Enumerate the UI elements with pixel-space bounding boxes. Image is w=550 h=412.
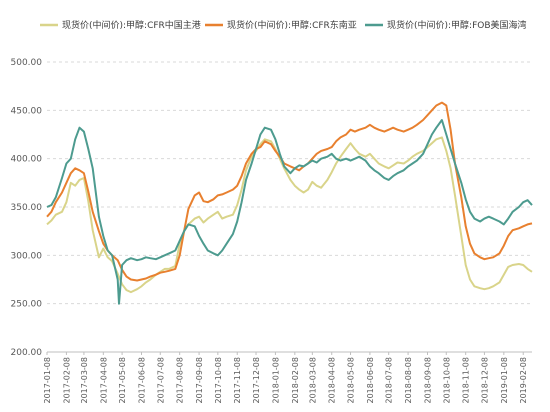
legend-label-3: 现货价(中间价):甲醇:FOB美国海湾 <box>387 19 527 31</box>
y-tick-label: 350.00 <box>11 203 43 213</box>
legend-label-2: 现货价(中间价):甲醇:CFR东南亚 <box>227 19 357 31</box>
x-tick-label: 2017-07-08 <box>156 357 165 404</box>
y-tick-labels: 200.00 250.00 300.00 350.00 400.00 450.00 500.… <box>11 58 43 358</box>
series-line-3 <box>46 119 533 305</box>
x-tick-label: 2017-01-08 <box>43 357 52 404</box>
y-tick-label: 300.00 <box>11 251 43 261</box>
y-tick-label: 200.00 <box>11 348 43 358</box>
x-tick-label: 2017-10-08 <box>214 357 223 404</box>
legend: 现货价(中间价):甲醇:CFR中国主港 现货价(中间价):甲醇:CFR东南亚 现货价… <box>40 19 527 31</box>
x-tick-label: 2018-02-08 <box>291 357 300 404</box>
x-tick-label: 2018-07-08 <box>385 357 394 404</box>
x-tick-label: 2017-03-08 <box>80 357 89 404</box>
x-tick-label: 2018-10-08 <box>442 357 451 404</box>
x-tick-label: 2018-09-08 <box>423 357 432 404</box>
x-tick-label: 2017-09-08 <box>195 357 204 404</box>
x-tick-label: 2018-04-08 <box>328 357 337 404</box>
x-tick-label: 2019-01-08 <box>500 357 509 404</box>
series-lines <box>46 101 533 305</box>
x-tick-label: 2018-03-08 <box>308 357 317 404</box>
x-tick-label: 2018-12-08 <box>480 357 489 404</box>
x-tick-label: 2018-05-08 <box>347 357 356 404</box>
x-tick-label: 2018-01-08 <box>271 357 280 404</box>
y-tick-label: 400.00 <box>11 155 43 165</box>
y-gridlines <box>47 61 532 305</box>
legend-label-1: 现货价(中间价):甲醇:CFR中国主港 <box>62 19 201 31</box>
x-tick-label: 2017-11-08 <box>233 357 242 404</box>
y-tick-label: 500.00 <box>11 58 43 68</box>
x-tick-label: 2017-02-08 <box>62 357 71 404</box>
x-tick-label: 2018-08-08 <box>404 357 413 404</box>
x-tick-label: 2017-12-08 <box>252 357 261 404</box>
x-tick-label: 2018-06-08 <box>366 357 375 404</box>
series-line-2 <box>46 101 533 282</box>
x-tick-label: 2018-11-08 <box>462 357 471 404</box>
x-tick-labels: 2017-01-08 2017-02-08 2017-03-08 2017-04-08… <box>43 352 528 404</box>
x-tick-label: 2019-02-08 <box>519 357 528 404</box>
x-tick-label: 2017-04-08 <box>99 357 108 404</box>
y-tick-label: 250.00 <box>11 300 43 310</box>
x-tick-label: 2017-08-08 <box>176 357 185 404</box>
series-line-1 <box>46 136 533 294</box>
x-tick-label: 2017-05-08 <box>118 357 127 404</box>
x-tick-label: 2017-06-08 <box>137 357 146 404</box>
y-tick-label: 450.00 <box>11 106 43 116</box>
